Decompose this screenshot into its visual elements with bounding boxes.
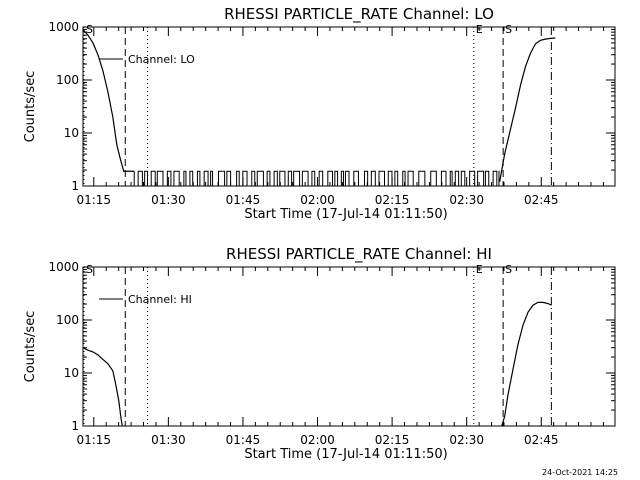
x-tick-label: 01:30	[151, 433, 186, 447]
x-tick-label: 01:45	[226, 433, 261, 447]
y-tick-label: 1000	[48, 260, 79, 274]
legend-label: Channel: HI	[128, 293, 192, 306]
x-tick-label: 02:15	[375, 193, 410, 207]
x-tick-label: 01:45	[226, 193, 261, 207]
marker-label: S	[505, 23, 512, 36]
marker-label: S	[86, 23, 93, 36]
series-line	[82, 347, 123, 427]
plot-frame	[82, 266, 616, 427]
x-axis-label: Start Time (17-Jul-14 01:11:50)	[244, 207, 447, 222]
legend-label: Channel: LO	[128, 53, 195, 66]
x-tick-label: 02:45	[524, 193, 559, 207]
y-tick-label: 1000	[48, 20, 79, 34]
panel-lo: RHESSI PARTICLE_RATE Channel: LO 1 10 100 10…	[23, 5, 616, 222]
series-line	[133, 170, 500, 187]
x-axis-label: Start Time (17-Jul-14 01:11:50)	[244, 447, 447, 462]
x-tick-label: 02:30	[449, 433, 484, 447]
chart-title: RHESSI PARTICLE_RATE Channel: LO	[224, 5, 494, 24]
x-tick-label: 02:30	[449, 193, 484, 207]
y-axis-label: Counts/sec	[23, 311, 38, 383]
series-line	[82, 29, 135, 172]
chart-title: RHESSI PARTICLE_RATE Channel: HI	[226, 245, 492, 264]
y-tick-label: 100	[56, 313, 79, 327]
plot-frame	[82, 26, 616, 187]
marker-label: E	[476, 263, 483, 276]
x-tick-label: 01:30	[151, 193, 186, 207]
x-tick-label: 02:15	[375, 433, 410, 447]
x-tick-label: 01:15	[76, 433, 111, 447]
marker-label: E	[476, 23, 483, 36]
x-tick-label: 01:15	[76, 193, 111, 207]
timestamp-label: 24-Oct-2021 14:25	[542, 468, 618, 477]
y-tick-label: 1	[71, 419, 79, 433]
x-tick-label: 02:45	[524, 433, 559, 447]
panel-hi: RHESSI PARTICLE_RATE Channel: HI 1 10 100 10…	[23, 245, 616, 462]
y-tick-label: 10	[64, 366, 79, 380]
x-tick-label: 02:00	[300, 193, 335, 207]
marker-label: S	[86, 263, 93, 276]
marker-label: S	[505, 263, 512, 276]
y-axis-label: Counts/sec	[23, 71, 38, 143]
y-tick-label: 1	[71, 179, 79, 193]
y-tick-label: 10	[64, 126, 79, 140]
x-tick-label: 02:00	[300, 433, 335, 447]
series-line	[499, 37, 556, 182]
series-line	[501, 301, 552, 427]
y-tick-label: 100	[56, 73, 79, 87]
